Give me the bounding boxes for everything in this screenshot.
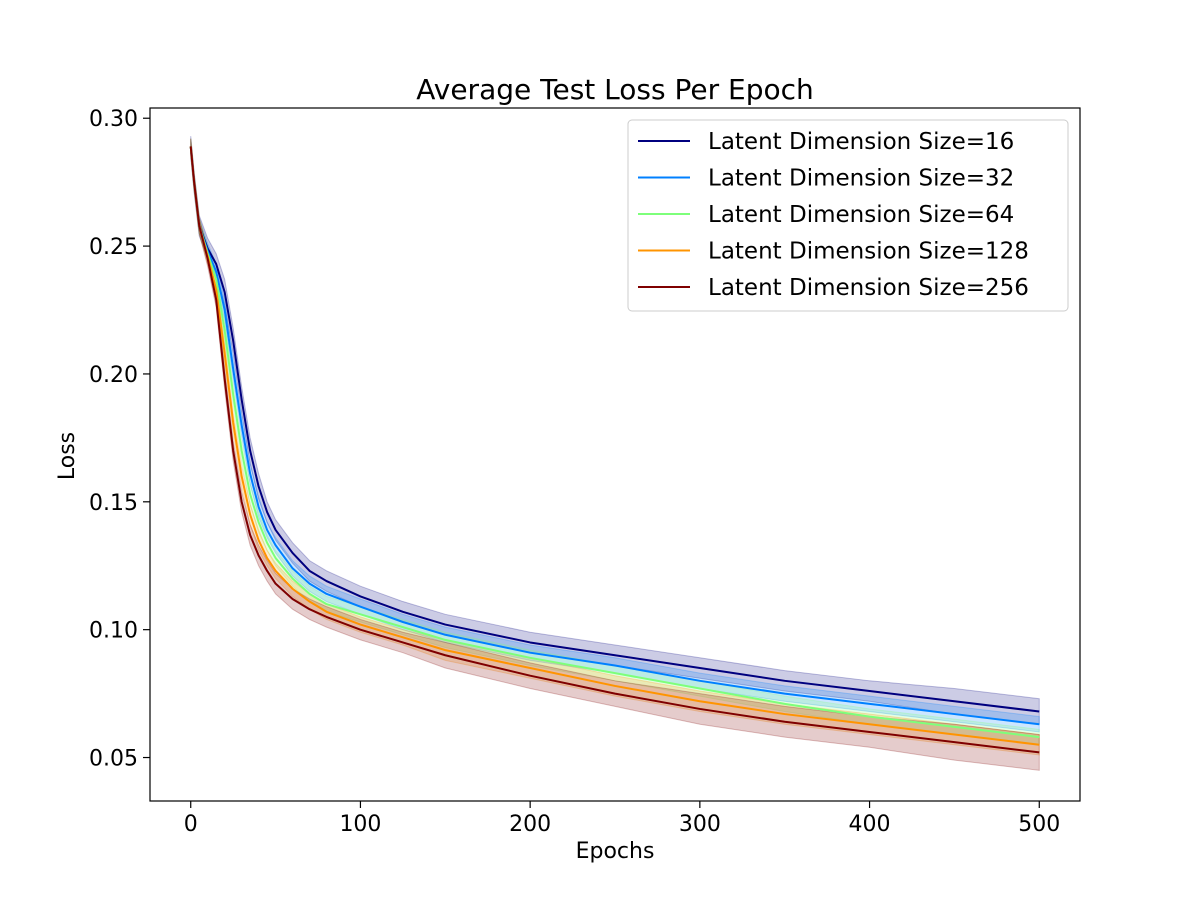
y-axis-label: Loss — [55, 432, 80, 480]
plot-frame — [149, 107, 1081, 802]
x-tick-label: 0 — [184, 812, 198, 837]
legend-label-series-2: Latent Dimension Size=32 — [708, 166, 1014, 192]
x-tick-label: 400 — [849, 812, 891, 837]
x-tick-label: 500 — [1018, 812, 1060, 837]
y-tick-label: 0.20 — [89, 363, 138, 388]
x-tick-label: 200 — [509, 812, 551, 837]
y-tick-label: 0.10 — [89, 619, 138, 644]
y-tick-label: 0.25 — [89, 235, 138, 260]
x-axis: 0 100 200 300 400 500 — [184, 801, 1060, 837]
x-tick-label: 100 — [339, 812, 381, 837]
legend-label-series-1: Latent Dimension Size=16 — [708, 129, 1014, 155]
legend: Latent Dimension Size=16 Latent Dimension… — [627, 119, 1069, 312]
legend-label-series-4: Latent Dimension Size=128 — [708, 239, 1029, 265]
series-line-2 — [189, 146, 1040, 726]
legend-box — [627, 119, 1069, 312]
series-line-5 — [189, 146, 1040, 754]
series-line-1 — [189, 146, 1040, 713]
y-tick-label: 0.05 — [89, 747, 138, 772]
y-tick-label: 0.15 — [89, 491, 138, 516]
series-lines — [189, 146, 1040, 754]
legend-label-series-5: Latent Dimension Size=256 — [708, 275, 1029, 301]
x-axis-label: Epochs — [576, 839, 655, 864]
x-tick-label: 300 — [679, 812, 721, 837]
plot-area — [189, 136, 1040, 771]
confidence-band-series-4 — [190, 138, 1040, 756]
confidence-band-series-2 — [190, 138, 1040, 733]
series-line-4 — [189, 146, 1040, 746]
legend-label-series-3: Latent Dimension Size=64 — [708, 202, 1014, 228]
y-tick-label: 0.30 — [89, 107, 138, 132]
series-line-3 — [189, 146, 1040, 739]
chart-title: Average Test Loss Per Epoch — [416, 73, 814, 106]
confidence-band-series-5 — [190, 138, 1040, 771]
y-axis: 0.05 0.10 0.15 0.20 0.25 0.30 — [89, 107, 150, 772]
